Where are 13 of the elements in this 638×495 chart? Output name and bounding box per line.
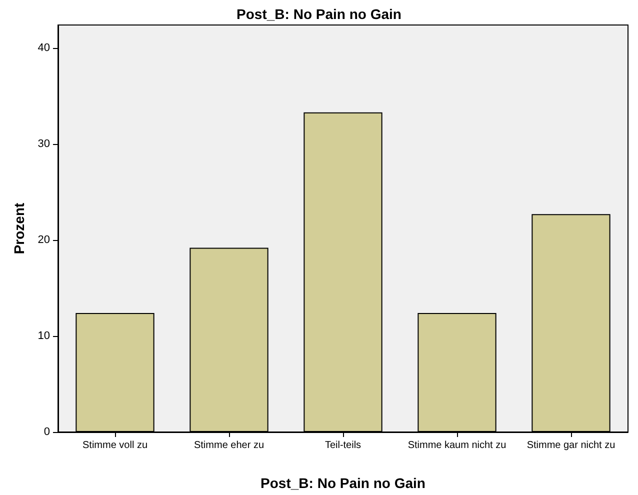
y-tick-label: 0 [44,426,50,438]
y-tick-label: 30 [38,138,50,150]
y-tick-label: 10 [38,330,50,342]
x-axis-title: Post_B: No Pain no Gain [260,475,426,491]
x-tick-label: Stimme eher zu [194,440,264,451]
y-axis-title: Prozent [11,202,27,254]
y-tick-label: 40 [38,42,50,54]
x-tick-label: Stimme voll zu [82,440,148,451]
x-tick-label: Stimme gar nicht zu [526,440,616,451]
chart-title: Post_B: No Pain no Gain [236,6,402,22]
x-tick-label: Stimme kaum nicht zu [408,440,506,451]
y-tick-label: 20 [38,234,50,246]
x-tick-label: Teil-teils [324,440,362,451]
